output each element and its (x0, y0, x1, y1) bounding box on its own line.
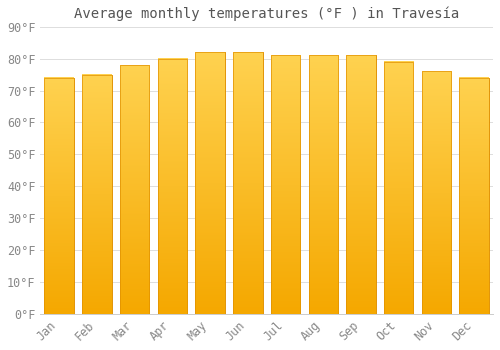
Bar (82, 75, 112, 314)
Bar (460, 78, 489, 314)
Bar (120, 65, 150, 314)
Bar (271, 56, 300, 314)
Title: Average monthly temperatures (°F ) in Travesía: Average monthly temperatures (°F ) in Tr… (74, 7, 460, 21)
Bar (460, 78, 489, 314)
Bar (346, 56, 376, 314)
Bar (233, 52, 262, 314)
Bar (422, 71, 451, 314)
Bar (82, 75, 112, 314)
Bar (384, 62, 414, 314)
Bar (422, 71, 451, 314)
Bar (308, 56, 338, 314)
Bar (44, 78, 74, 314)
Bar (271, 56, 300, 314)
Bar (196, 52, 225, 314)
Bar (346, 56, 376, 314)
Bar (158, 59, 187, 314)
Bar (196, 52, 225, 314)
Bar (308, 56, 338, 314)
Bar (384, 62, 414, 314)
Bar (158, 59, 187, 314)
Bar (233, 52, 262, 314)
Bar (44, 78, 74, 314)
Bar (120, 65, 150, 314)
